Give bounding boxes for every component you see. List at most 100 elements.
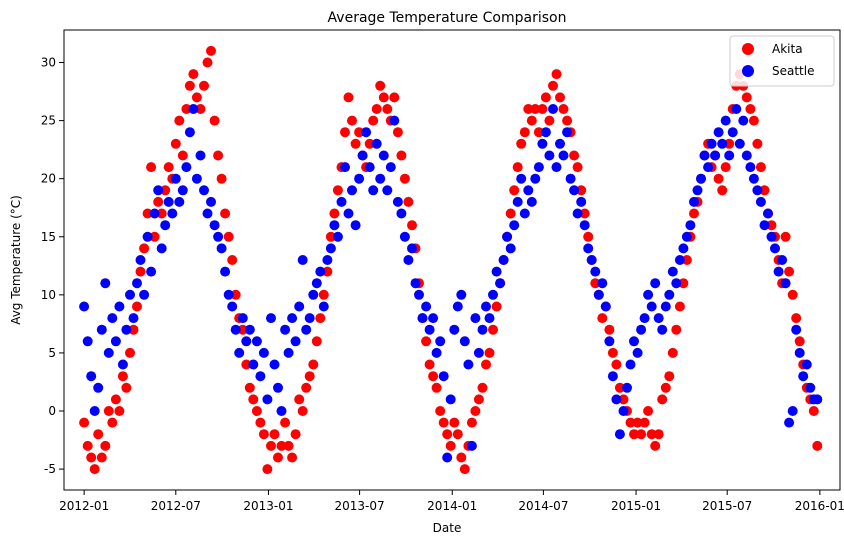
- point-akita: [562, 115, 573, 126]
- point-seattle: [174, 196, 185, 207]
- x-axis: 2012-01 2012-07 2013-01 2013-07 2014-01 2014-…: [59, 490, 844, 513]
- point-seattle: [787, 406, 798, 416]
- point-seattle: [618, 406, 629, 416]
- point-seattle: [86, 371, 97, 382]
- point-seattle: [738, 115, 749, 126]
- point-akita: [163, 162, 174, 173]
- point-akita: [741, 92, 752, 103]
- point-akita: [509, 185, 520, 196]
- point-seattle: [389, 115, 400, 126]
- point-akita: [611, 359, 622, 370]
- point-seattle: [724, 150, 735, 161]
- point-akita: [368, 115, 379, 126]
- point-akita: [237, 324, 248, 335]
- point-akita: [664, 371, 675, 382]
- point-akita: [332, 185, 343, 196]
- point-akita: [470, 406, 481, 416]
- point-seattle: [752, 185, 763, 196]
- point-akita: [629, 429, 639, 440]
- point-akita: [117, 371, 128, 382]
- point-akita: [318, 289, 329, 300]
- point-seattle: [202, 208, 213, 219]
- point-seattle: [731, 104, 742, 114]
- point-seattle: [660, 301, 671, 312]
- point-akita: [481, 359, 491, 370]
- point-seattle: [576, 196, 587, 207]
- point-seattle: [720, 115, 731, 126]
- point-akita: [614, 382, 625, 393]
- point-akita: [590, 278, 601, 289]
- point-akita: [540, 92, 551, 103]
- point-akita: [304, 371, 315, 382]
- point-akita: [378, 92, 389, 103]
- point-akita: [170, 138, 181, 149]
- point-akita: [689, 208, 699, 219]
- point-seattle: [741, 150, 752, 161]
- point-akita: [343, 92, 354, 103]
- point-akita: [625, 417, 636, 428]
- point-seattle: [107, 313, 118, 324]
- point-seattle: [551, 162, 562, 173]
- point-akita: [530, 104, 541, 114]
- point-akita: [516, 138, 527, 149]
- point-seattle: [93, 382, 104, 393]
- point-akita: [287, 452, 298, 463]
- point-akita: [657, 394, 668, 405]
- point-seattle: [146, 266, 157, 277]
- y-tick-label: 20: [41, 172, 56, 186]
- y-tick-label: 15: [41, 230, 56, 244]
- point-seattle: [473, 347, 484, 358]
- point-seattle: [685, 220, 696, 231]
- point-akita: [290, 429, 301, 440]
- y-tick-label: 0: [48, 404, 56, 418]
- point-seattle: [569, 185, 580, 196]
- point-akita: [512, 162, 523, 173]
- point-seattle: [463, 359, 474, 370]
- point-seattle: [357, 150, 368, 161]
- point-seattle: [629, 336, 639, 347]
- point-akita: [269, 429, 280, 440]
- point-seattle: [392, 196, 403, 207]
- point-seattle: [315, 266, 326, 277]
- point-akita: [604, 324, 615, 335]
- point-seattle: [763, 208, 773, 219]
- point-akita: [382, 104, 393, 114]
- point-seattle: [488, 289, 498, 300]
- point-akita: [607, 347, 618, 358]
- point-seattle: [519, 208, 530, 219]
- point-seattle: [262, 394, 273, 405]
- point-akita: [537, 104, 548, 114]
- point-seattle: [653, 313, 664, 324]
- point-seattle: [216, 243, 227, 254]
- point-seattle: [325, 243, 336, 254]
- point-seattle: [583, 243, 594, 254]
- point-seattle: [234, 347, 245, 358]
- point-seattle: [777, 255, 788, 265]
- point-seattle: [671, 278, 682, 289]
- point-seattle: [188, 104, 199, 114]
- point-seattle: [572, 208, 583, 219]
- point-seattle: [555, 138, 565, 149]
- point-akita: [135, 266, 146, 277]
- point-seattle: [495, 278, 506, 289]
- point-seattle: [399, 231, 410, 242]
- point-akita: [89, 464, 100, 475]
- point-seattle: [431, 347, 442, 358]
- point-akita: [555, 92, 565, 103]
- point-seattle: [544, 150, 555, 161]
- point-seattle: [540, 127, 551, 138]
- point-akita: [322, 266, 333, 277]
- point-seattle: [421, 301, 432, 312]
- point-seattle: [132, 278, 142, 289]
- point-akita: [100, 440, 111, 451]
- point-akita: [301, 382, 312, 393]
- point-seattle: [438, 371, 449, 382]
- point-akita: [392, 127, 403, 138]
- point-akita: [103, 406, 114, 416]
- point-akita: [110, 394, 121, 405]
- point-seattle: [766, 231, 777, 242]
- point-seattle: [664, 289, 675, 300]
- point-akita: [199, 80, 209, 91]
- point-seattle: [280, 324, 291, 335]
- point-seattle: [435, 336, 446, 347]
